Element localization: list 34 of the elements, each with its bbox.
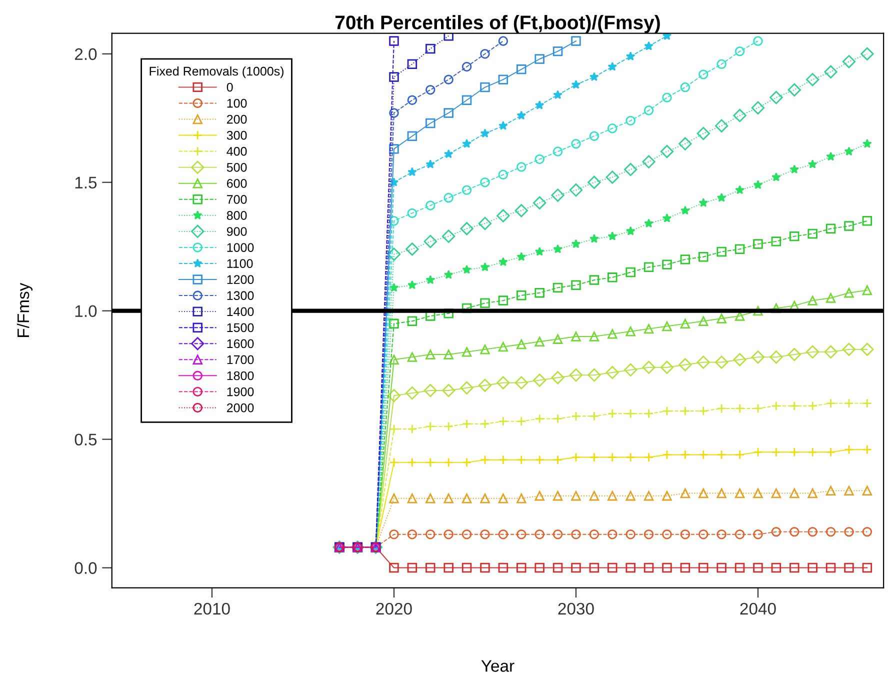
y-tick-label: 2.0 bbox=[74, 48, 97, 60]
legend-label: 1200 bbox=[227, 275, 254, 284]
y-tick-label: 1.0 bbox=[75, 305, 97, 318]
legend-label: 1100 bbox=[227, 259, 253, 268]
y-tick-label: 0.0 bbox=[74, 562, 97, 574]
legend-label: 200 bbox=[226, 114, 247, 124]
x-tick-label: 2020 bbox=[376, 602, 412, 615]
x-axis-title: Year bbox=[481, 660, 514, 672]
legend-label: 900 bbox=[226, 227, 247, 236]
legend-label: 100 bbox=[227, 98, 247, 108]
legend-label: 400 bbox=[226, 146, 247, 156]
legend-label: 700 bbox=[227, 195, 247, 204]
legend-label: 1700 bbox=[227, 355, 254, 364]
legend-label: 1300 bbox=[227, 291, 254, 300]
legend-label: 1400 bbox=[227, 307, 254, 316]
y-axis-title: F/Fmsy bbox=[16, 282, 32, 337]
legend-title: Fixed Removals (1000s) bbox=[150, 66, 284, 78]
legend-label: 800 bbox=[226, 211, 247, 220]
legend-label: 0 bbox=[226, 82, 233, 92]
legend-label: 1600 bbox=[227, 339, 254, 348]
x-tick-label: 2040 bbox=[740, 602, 776, 615]
x-tick-label: 2030 bbox=[558, 602, 594, 615]
legend-label: 1900 bbox=[227, 387, 254, 396]
legend-label: 500 bbox=[226, 162, 247, 172]
legend-label: 1800 bbox=[227, 371, 254, 380]
legend-label: 600 bbox=[227, 178, 247, 188]
legend-label: 300 bbox=[226, 130, 247, 140]
legend-label: 2000 bbox=[226, 403, 254, 412]
legend-label: 1000 bbox=[227, 243, 254, 252]
x-tick-label: 2010 bbox=[194, 602, 230, 615]
y-tick-label: 1.5 bbox=[75, 176, 97, 189]
legend-label: 1500 bbox=[227, 323, 254, 332]
y-tick-label: 0.5 bbox=[74, 434, 97, 446]
chart-title: 70th Percentiles of (Ft,boot)/(Fmsy) bbox=[335, 15, 660, 34]
